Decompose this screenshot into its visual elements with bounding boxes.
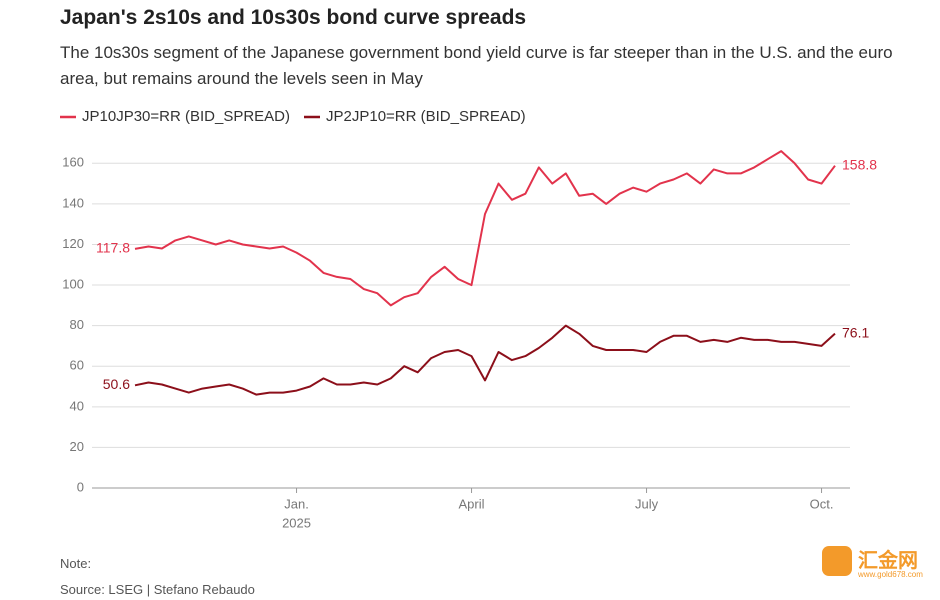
x-tick-label: April (459, 496, 485, 511)
legend-label: JP2JP10=RR (BID_SPREAD) (326, 108, 526, 125)
start-value-label: 117.8 (96, 240, 130, 256)
chart-title: Japan's 2s10s and 10s30s bond curve spre… (60, 6, 527, 29)
x-year-label: 2025 (282, 515, 311, 530)
chart-subtitle: The 10s30s segment of the Japanese gover… (60, 43, 893, 88)
legend-label: JP10JP30=RR (BID_SPREAD) (82, 108, 290, 125)
x-tick-label: Oct. (810, 496, 834, 511)
y-tick-label: 0 (77, 479, 84, 494)
y-tick-label: 40 (70, 398, 84, 413)
x-tick-label: July (635, 496, 659, 511)
start-value-label: 50.6 (103, 376, 130, 392)
y-tick-label: 20 (70, 439, 84, 454)
end-value-label: 158.8 (842, 156, 877, 172)
source: Source: LSEG | Stefano Rebaudo (60, 582, 255, 597)
watermark-url: www.gold678.com (858, 570, 923, 579)
series-line (134, 324, 836, 396)
watermark-icon (822, 546, 852, 576)
x-tick-label: Jan. (284, 496, 309, 511)
y-tick-label: 140 (62, 195, 84, 210)
note: Note: (60, 556, 92, 571)
y-tick-label: 100 (62, 276, 84, 291)
y-tick-label: 160 (62, 155, 84, 170)
watermark: 汇金网 www.gold678.com (822, 546, 937, 582)
end-value-label: 76.1 (842, 324, 869, 340)
y-tick-label: 80 (70, 317, 84, 332)
watermark-text: 汇金网 (858, 550, 918, 572)
y-tick-label: 60 (70, 358, 84, 373)
series-line (134, 150, 836, 307)
y-tick-label: 120 (62, 236, 84, 251)
